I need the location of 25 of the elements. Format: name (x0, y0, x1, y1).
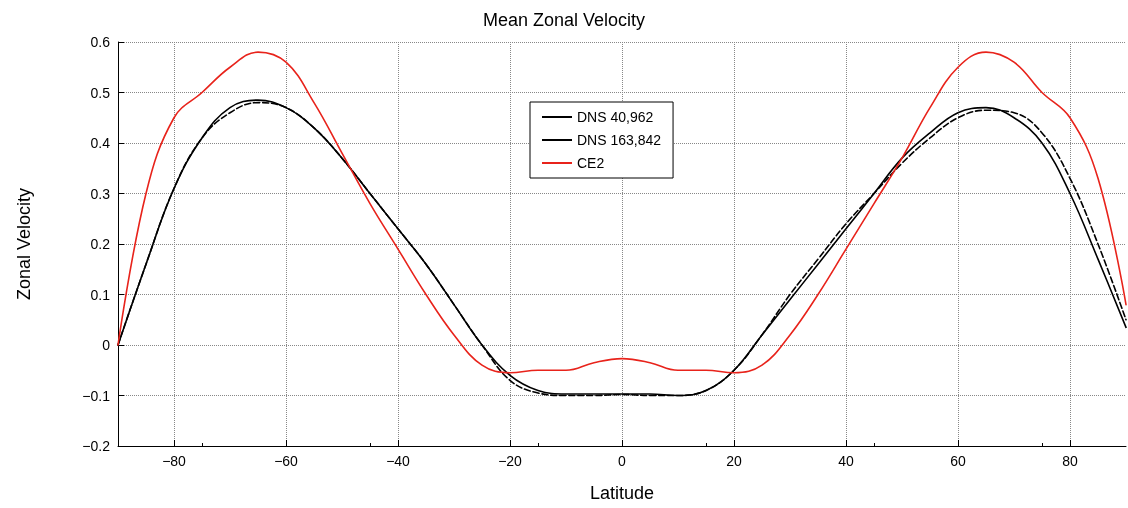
x-tick-label: 60 (950, 453, 966, 469)
legend-label: CE2 (577, 155, 605, 171)
line-series (117, 51, 1127, 374)
y-tick-label: −0.2 (82, 438, 111, 454)
x-tick-label: −20 (498, 453, 523, 469)
y-tick-label: −0.1 (82, 387, 111, 404)
legend-label: DNS 163,842 (577, 132, 662, 148)
y-tick-label: 0.3 (90, 185, 111, 202)
x-tick-label: 20 (726, 453, 742, 469)
y-axis-title: Zonal Velocity (14, 187, 34, 301)
y-tick-label: 0.2 (90, 236, 111, 252)
y-tick-label: 0.4 (90, 135, 111, 151)
x-axis-title: Latitude (589, 483, 655, 503)
x-tick-label: 40 (838, 453, 854, 469)
x-tick-label: −60 (274, 453, 299, 469)
x-tick-label: 80 (1062, 453, 1078, 469)
y-tick-label: 0 (102, 337, 111, 353)
y-tick-label: 0.1 (90, 286, 111, 303)
x-tick-label: −80 (162, 453, 187, 469)
y-tick-label: 0.6 (90, 34, 111, 50)
x-tick-label: −40 (386, 453, 411, 469)
x-tick-label: 0 (618, 453, 627, 469)
y-tick-label: 0.5 (90, 84, 111, 101)
chart-title: Mean Zonal Velocity (482, 10, 646, 30)
legend-label: DNS 40,962 (577, 109, 654, 125)
